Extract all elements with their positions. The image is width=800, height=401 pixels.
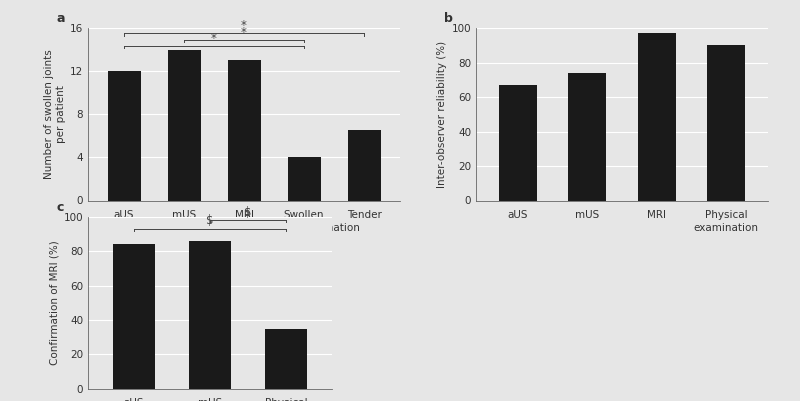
Y-axis label: Confirmation of MRI (%): Confirmation of MRI (%) xyxy=(50,240,59,365)
Text: mUS: mUS xyxy=(575,210,599,220)
Text: aUS: aUS xyxy=(507,210,528,220)
Text: Physical examination: Physical examination xyxy=(249,223,359,233)
Text: Physical: Physical xyxy=(705,210,747,220)
Text: $: $ xyxy=(244,206,252,219)
Bar xyxy=(568,73,606,200)
Y-axis label: Inter-observer reliability (%): Inter-observer reliability (%) xyxy=(438,41,447,188)
Bar xyxy=(638,33,676,200)
Bar xyxy=(498,85,537,200)
Bar xyxy=(107,71,141,200)
Text: $: $ xyxy=(206,214,214,227)
Text: aUS: aUS xyxy=(114,210,134,220)
Text: mUS: mUS xyxy=(172,210,196,220)
Text: *: * xyxy=(241,19,247,32)
Bar xyxy=(167,50,201,200)
Text: *: * xyxy=(241,26,247,38)
Text: b: b xyxy=(444,12,453,25)
Text: a: a xyxy=(56,12,65,25)
Text: mUS: mUS xyxy=(198,399,222,401)
Text: examination: examination xyxy=(694,223,758,233)
Text: MRI: MRI xyxy=(647,210,666,220)
Text: Physical: Physical xyxy=(265,399,307,401)
Text: Tender: Tender xyxy=(346,210,382,220)
Bar xyxy=(189,241,231,389)
Bar xyxy=(287,158,321,200)
Bar xyxy=(227,61,261,200)
Text: MRI: MRI xyxy=(234,210,254,220)
Bar xyxy=(113,244,154,389)
Y-axis label: Number of swollen joints
per patient: Number of swollen joints per patient xyxy=(44,49,66,179)
Bar xyxy=(707,45,746,200)
Text: Swollen: Swollen xyxy=(284,210,324,220)
Text: c: c xyxy=(56,200,63,213)
Text: *: * xyxy=(211,32,217,45)
Bar xyxy=(347,130,381,200)
Bar xyxy=(266,329,307,389)
Text: aUS: aUS xyxy=(123,399,144,401)
